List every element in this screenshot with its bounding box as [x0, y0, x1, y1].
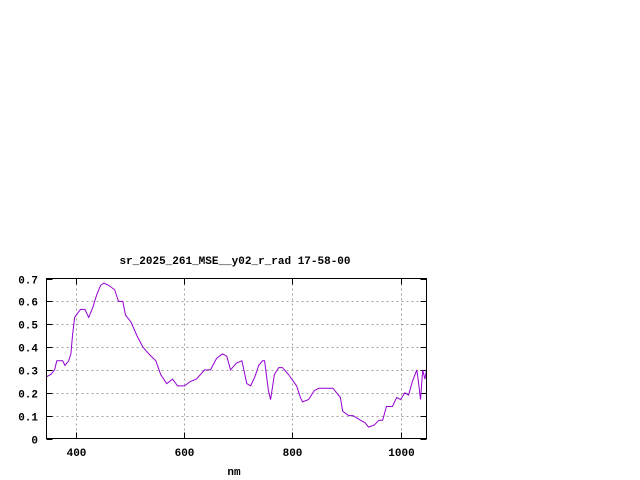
y-tick-label: 0	[31, 436, 38, 448]
grid	[46, 278, 427, 439]
y-tick-label: 0.4	[18, 344, 38, 356]
chart-title: sr_2025_261_MSE__y02_r_rad 17-58-00	[119, 256, 350, 268]
y-tick-label: 0.3	[18, 367, 38, 379]
x-tick-label: 1000	[388, 448, 414, 460]
y-tick-label: 0.2	[18, 390, 38, 402]
x-tick-label: 400	[67, 448, 87, 460]
plot-frame	[46, 278, 427, 439]
y-tick-label: 0.7	[18, 276, 38, 288]
x-tick-label: 800	[283, 448, 303, 460]
y-tick-label: 0.5	[18, 321, 38, 333]
x-axis-label: nm	[227, 467, 241, 479]
series-line	[46, 282, 427, 428]
y-tick-label: 0.6	[18, 298, 38, 310]
x-tick-label: 600	[175, 448, 195, 460]
ticks: 0 0.1 0.2 0.3 0.4 0.5 0.6 0.7 400 600 800 1000	[18, 276, 427, 460]
y-tick-label: 0.1	[18, 413, 38, 425]
